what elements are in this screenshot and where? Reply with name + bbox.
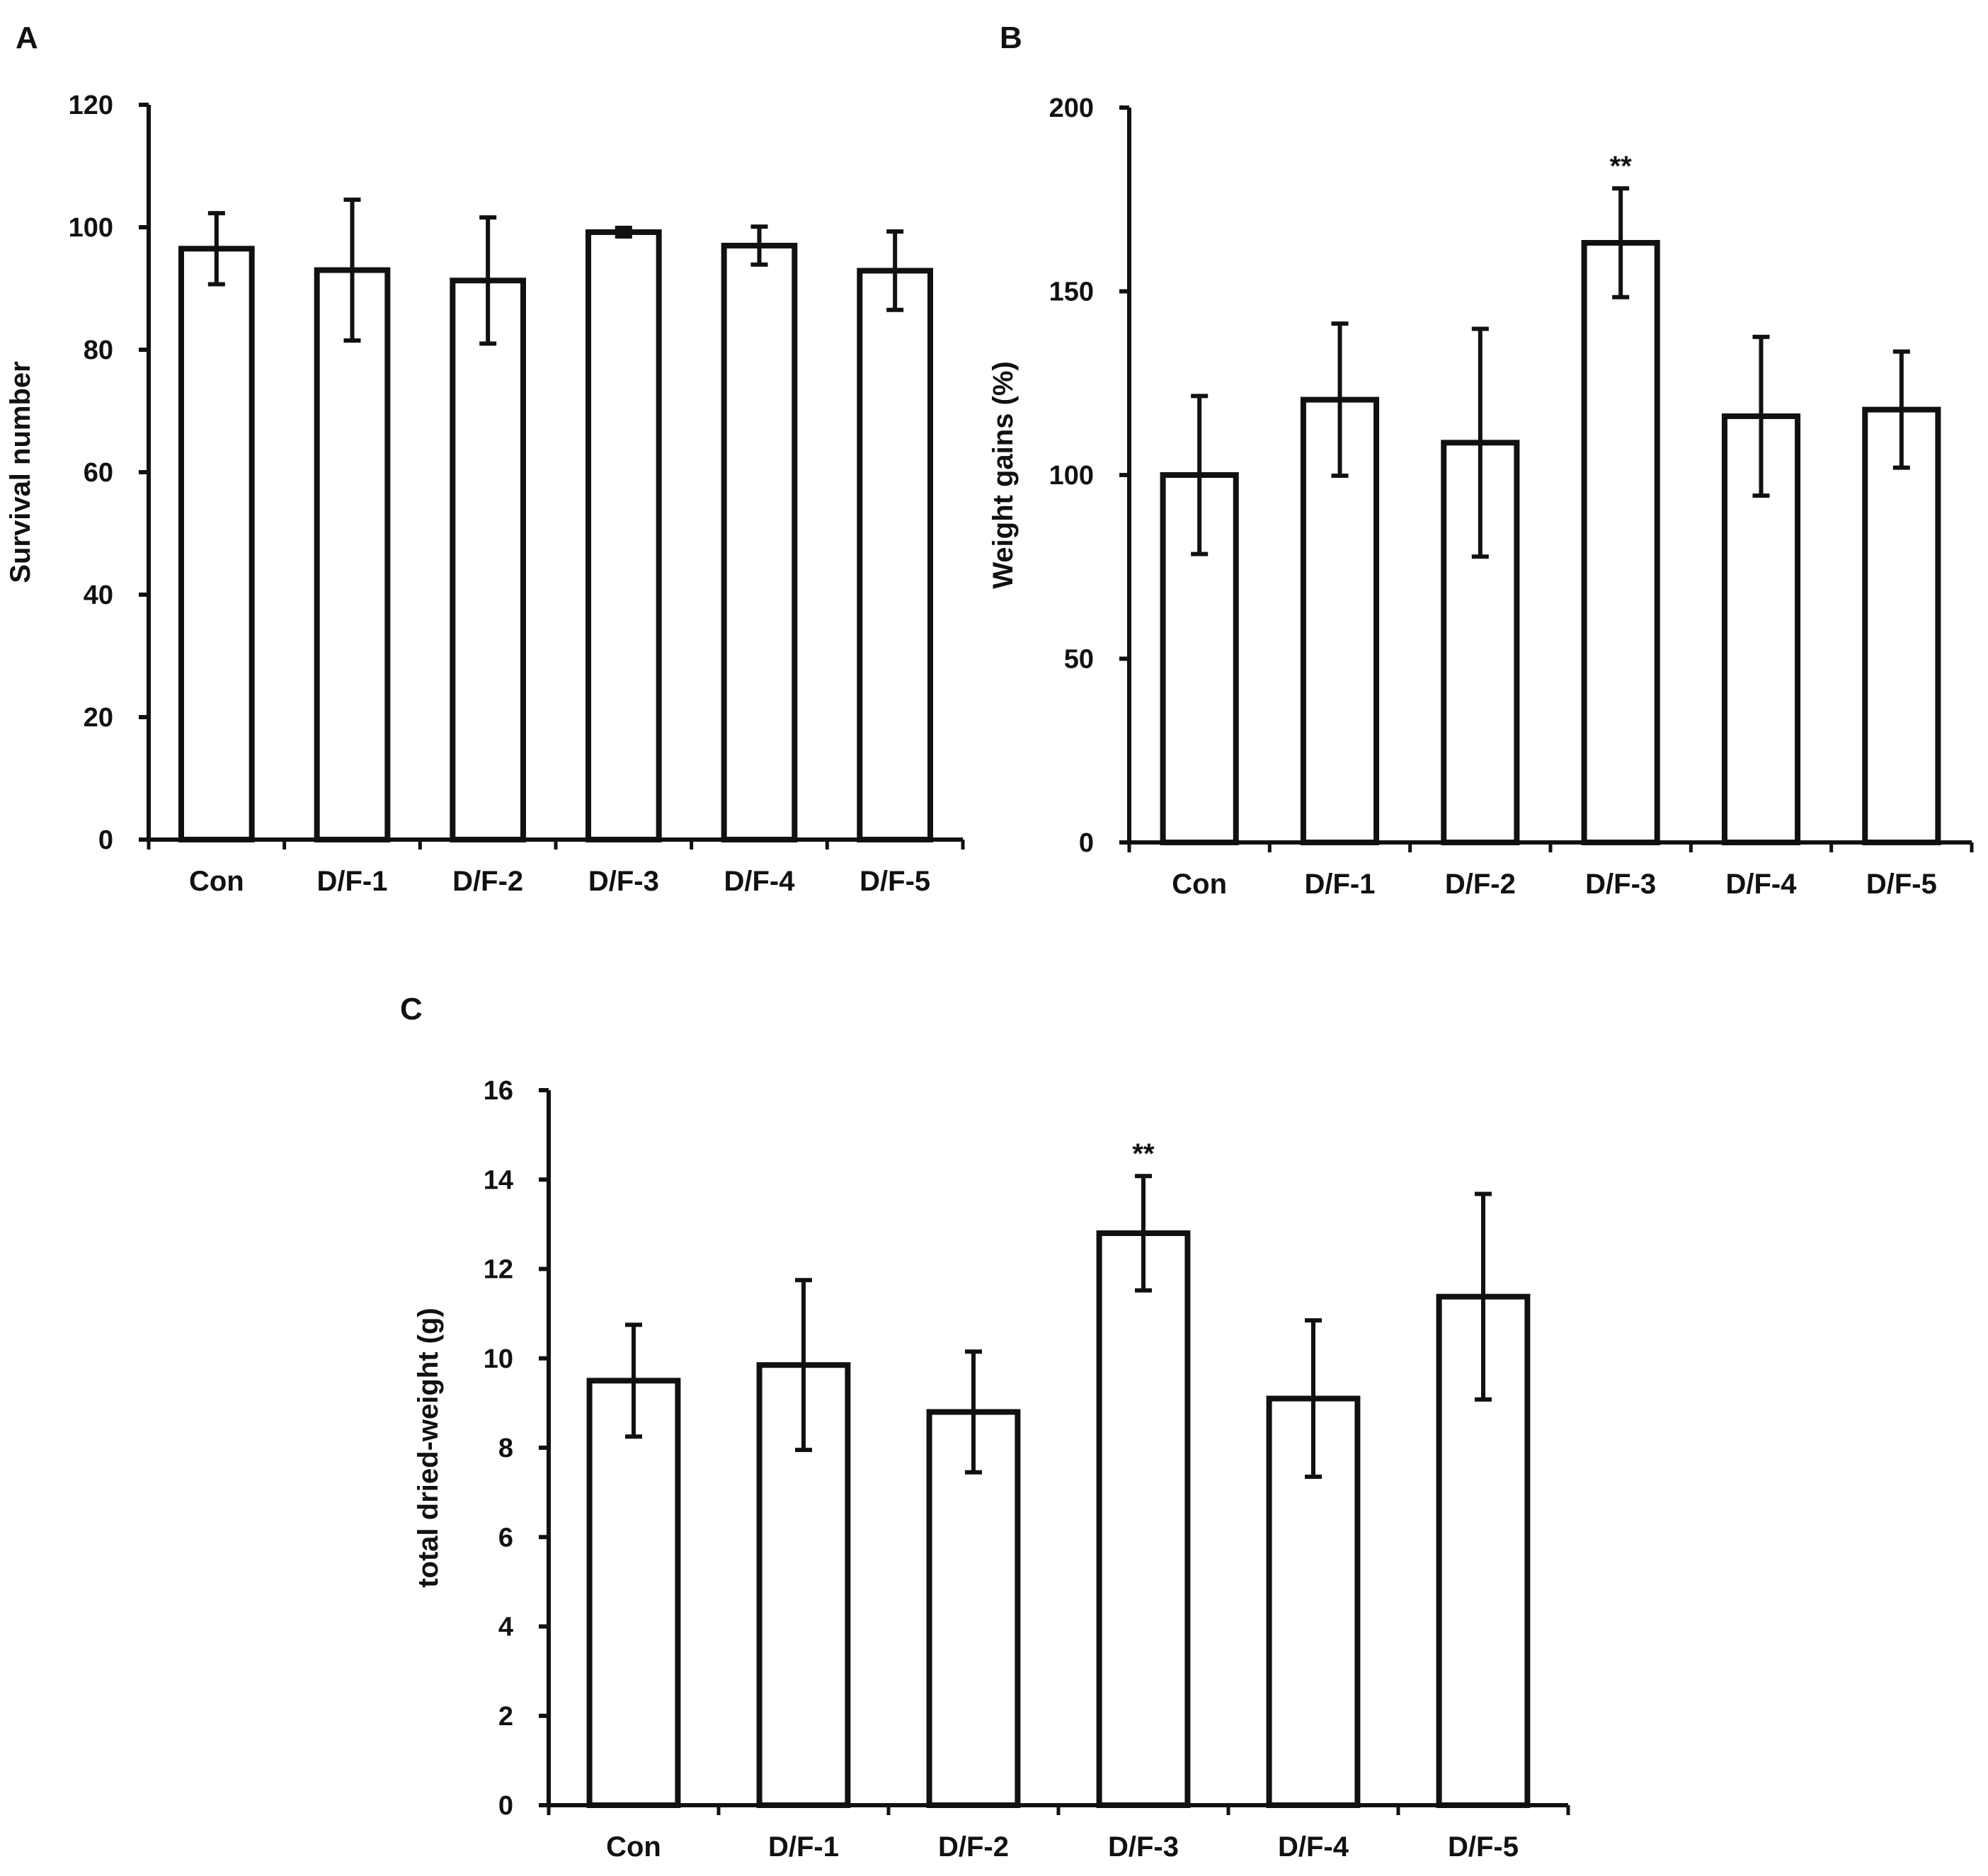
panel-b-bar [1862, 406, 1941, 845]
panel-b-bar [1160, 472, 1239, 845]
panel-a-bar [178, 246, 255, 842]
panel-a-bar [585, 229, 662, 843]
panel-c-y-tick-label: 0 [498, 1791, 513, 1821]
panel-b-category-label: D/F-3 [1585, 869, 1656, 900]
panel-b-category-label: D/F-4 [1726, 869, 1798, 900]
panel-a-y-tick-label: 100 [69, 213, 113, 243]
panel-a-y-tick-label: 40 [84, 580, 113, 610]
panel-c-y-tick-label: 2 [498, 1702, 513, 1732]
panel-a-letter: A [16, 21, 38, 55]
panel-c-y-tick-label: 12 [484, 1255, 513, 1285]
panel-a-y-tick-label: 80 [84, 336, 113, 365]
panel-a-bar [314, 267, 391, 842]
panel-c-letter: C [400, 992, 423, 1026]
panel-c-bar [926, 1409, 1021, 1808]
panel-c-significance-label: ** [1132, 1138, 1155, 1169]
panel-c-y-axis-title: total dried-weight (g) [413, 1308, 444, 1588]
panel-a-bar [857, 268, 934, 843]
panel-c-bar [586, 1378, 681, 1808]
panel-b-category-label: D/F-1 [1305, 869, 1376, 900]
panel-b-significance-label: ** [1610, 151, 1633, 182]
panel-a-chart: A 0 20 40 60 80 100 120 Survival number Con D/F-1… [5, 21, 965, 897]
panel-b-letter: B [1000, 21, 1022, 55]
panel-b-y-tick-label: 150 [1049, 278, 1094, 307]
panel-a-category-label: D/F-4 [724, 866, 796, 897]
panel-b-y-axis-title: Weight gains (%) [988, 361, 1019, 588]
panel-a-category-label: D/F-5 [859, 866, 930, 897]
panel-b-category-label: D/F-5 [1866, 869, 1937, 900]
panel-c-category-label: D/F-3 [1108, 1831, 1179, 1863]
panel-b-y-tick-label: 100 [1049, 461, 1094, 491]
panel-a-y-tick-label: 20 [84, 703, 113, 733]
panel-c-y-tick-label: 16 [484, 1076, 513, 1106]
panel-b-y-tick-label: 50 [1064, 645, 1094, 675]
panel-a-y-tick-label: 60 [84, 458, 113, 488]
panel-a-y-axis-title: Survival number [5, 361, 36, 583]
panel-a-bar [450, 278, 526, 842]
panel-c-bar [1096, 1230, 1191, 1808]
panel-c-category-label: D/F-4 [1278, 1831, 1349, 1863]
panel-c-category-label: D/F-2 [938, 1831, 1009, 1863]
panel-c-y-tick-label: 8 [498, 1434, 513, 1463]
panel-a-y-tick-label: 120 [69, 91, 113, 120]
panel-b-category-label: Con [1172, 869, 1227, 900]
panel-a-y-tick-label: 0 [98, 825, 113, 855]
panel-a-category-label: D/F-1 [317, 866, 388, 897]
panel-c-y-tick-label: 6 [498, 1523, 513, 1552]
panel-c-y-tick-label: 14 [484, 1165, 513, 1195]
panel-c-y-tick-label: 4 [498, 1613, 513, 1642]
panel-c-category-label: Con [606, 1831, 661, 1863]
panel-b-category-label: D/F-2 [1445, 869, 1516, 900]
panel-a-bar [721, 242, 798, 842]
panel-b-y-tick-label: 0 [1079, 828, 1094, 858]
panel-c-category-label: D/F-1 [768, 1831, 839, 1863]
panel-b-bar [1581, 239, 1660, 845]
panel-c-chart: C 0 2 4 6 8 10 12 14 16 total dried-weight (g) Con… [400, 992, 1570, 1863]
panel-a-category-label: D/F-2 [452, 866, 523, 897]
panel-a-category-label: Con [189, 866, 244, 897]
panel-c-category-label: D/F-5 [1448, 1831, 1519, 1863]
panel-b-y-tick-label: 200 [1049, 93, 1094, 123]
panel-b-chart: B 0 50 100 150 200 Weight gains (%) Con D/F-1 D/… [988, 21, 1974, 900]
panel-c-y-tick-label: 10 [484, 1344, 513, 1374]
panel-a-category-label: D/F-3 [588, 866, 659, 897]
